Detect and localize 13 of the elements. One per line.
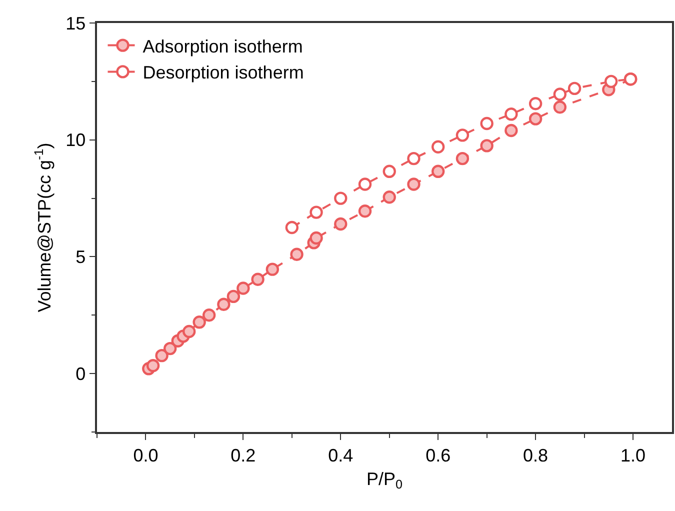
y-tick-label: 0 <box>76 364 86 384</box>
y-tick-label: 10 <box>66 130 86 150</box>
x-tick-label: 0.8 <box>523 445 548 466</box>
legend-label: Desorption isotherm <box>142 62 304 83</box>
x-tick-label: 1.0 <box>620 445 646 466</box>
y-tick-label: 5 <box>76 247 86 268</box>
x-tick-label: 0.0 <box>133 445 158 466</box>
x-axis-title: P/P$_{0}$ <box>366 468 403 492</box>
y-tick-label: 15 <box>66 13 86 34</box>
x-tick-label: 0.2 <box>230 445 256 466</box>
x-tick-label: 0.6 <box>426 445 451 466</box>
legend-label: Adsorption isotherm <box>142 36 303 56</box>
x-tick-label: 0.4 <box>328 445 354 466</box>
